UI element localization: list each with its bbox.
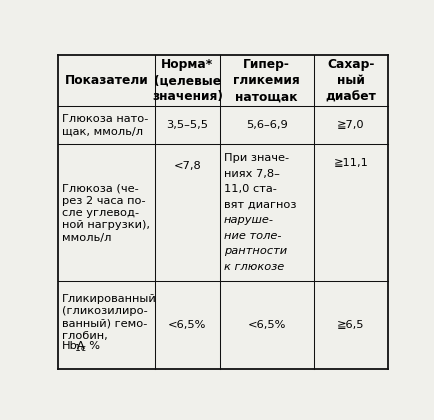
Text: Глюкоза (че-
рез 2 часа по-
сле углевод-
ной нагрузки),
ммоль/л: Глюкоза (че- рез 2 часа по- сле углевод-… (62, 183, 150, 243)
Text: рантности: рантности (224, 247, 286, 256)
Text: 1c: 1c (75, 344, 86, 353)
Text: наруше-: наруше- (224, 215, 273, 225)
Text: Норма*
(целевые
значения): Норма* (целевые значения) (151, 58, 222, 103)
Text: вят диагноз: вят диагноз (224, 200, 296, 210)
Text: ≧6,5: ≧6,5 (336, 320, 364, 330)
Text: ≧11,1: ≧11,1 (333, 158, 368, 168)
Text: Глюкоза нато-
щак, ммоль/л: Глюкоза нато- щак, ммоль/л (62, 114, 148, 136)
Text: Показатели: Показатели (65, 74, 148, 87)
Text: Сахар-
ный
диабет: Сахар- ный диабет (325, 58, 375, 103)
Text: При значе-: При значе- (224, 153, 289, 163)
Text: HbA: HbA (62, 341, 85, 351)
Text: <6,5%: <6,5% (247, 320, 285, 330)
Text: 11,0 ста-: 11,0 ста- (224, 184, 276, 194)
Text: , %: , % (82, 341, 99, 351)
Text: ниях 7,8–: ниях 7,8– (224, 168, 279, 178)
Text: Гликированный
(гликозилиро-
ванный) гемо-
глобин,: Гликированный (гликозилиро- ванный) гемо… (62, 294, 157, 341)
Text: <6,5%: <6,5% (168, 320, 206, 330)
Text: <7,8: <7,8 (173, 161, 201, 171)
Text: Гипер-
гликемия
натощак: Гипер- гликемия натощак (233, 58, 299, 103)
Text: ние толе-: ние толе- (224, 231, 281, 241)
Text: 5,6–6,9: 5,6–6,9 (245, 121, 287, 131)
Text: ≧7,0: ≧7,0 (336, 121, 364, 131)
Text: к глюкозе: к глюкозе (224, 262, 283, 272)
Text: 3,5–5,5: 3,5–5,5 (166, 121, 208, 131)
